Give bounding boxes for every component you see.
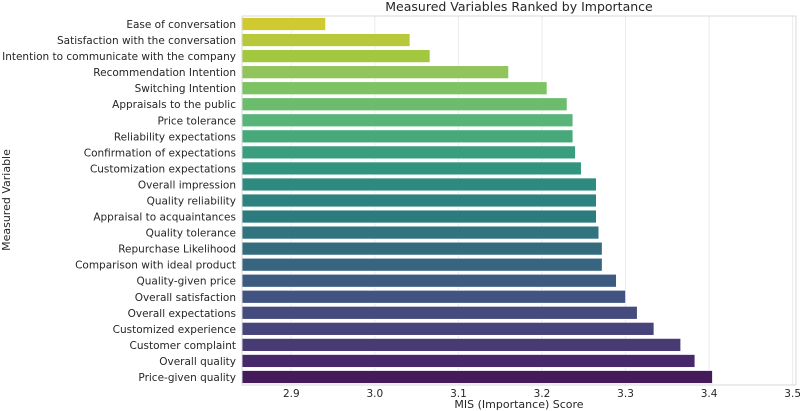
y-tick-label: Overall impression bbox=[138, 179, 236, 191]
bar bbox=[241, 193, 597, 208]
y-axis-label: Measured Variable bbox=[0, 149, 13, 251]
y-tick-label: Price tolerance bbox=[157, 115, 236, 127]
y-tick-label: Price-given quality bbox=[138, 372, 236, 384]
x-tick-label: 3.0 bbox=[367, 388, 384, 400]
y-tick-label: Confirmation of expectations bbox=[84, 147, 236, 159]
y-tick-label: Customized experience bbox=[113, 324, 236, 336]
y-tick-label: Overall satisfaction bbox=[135, 292, 236, 304]
bar bbox=[241, 257, 603, 272]
y-tick-label: Customization expectations bbox=[90, 163, 236, 175]
y-tick-label: Switching Intention bbox=[135, 83, 236, 95]
y-tick-label: Intention to communicate with the compan… bbox=[2, 51, 236, 63]
bar bbox=[241, 322, 655, 336]
x-tick-label: 3.3 bbox=[617, 388, 634, 400]
x-tick-label: 3.2 bbox=[534, 388, 551, 400]
x-tick-label: 3.5 bbox=[784, 388, 800, 400]
bar bbox=[241, 65, 509, 79]
x-tick-label: 3.4 bbox=[701, 388, 718, 400]
bar bbox=[241, 209, 597, 224]
x-tick-labels: 2.9 3.0 3.1 3.2 3.3 3.4 3.5 bbox=[283, 388, 800, 400]
bars bbox=[241, 17, 713, 384]
bar bbox=[241, 241, 603, 256]
bar bbox=[241, 113, 574, 128]
bar bbox=[241, 290, 626, 304]
chart-title: Measured Variables Ranked by Importance bbox=[385, 0, 653, 14]
bar bbox=[241, 338, 681, 352]
y-tick-label: Appraisal to acquaintances bbox=[93, 212, 236, 224]
y-tick-label: Comparison with ideal product bbox=[75, 260, 236, 272]
bar bbox=[241, 129, 574, 144]
y-tick-label: Quality-given price bbox=[136, 276, 236, 288]
bar bbox=[241, 306, 638, 320]
y-tick-label: Overall quality bbox=[159, 356, 236, 368]
y-tick-label: Overall expectations bbox=[128, 308, 236, 320]
x-tick-label: 3.1 bbox=[450, 388, 467, 400]
bar bbox=[241, 145, 576, 160]
bar bbox=[241, 177, 597, 192]
x-tick-label: 2.9 bbox=[283, 388, 300, 400]
bar bbox=[241, 354, 696, 368]
x-axis-label: MIS (Importance) Score bbox=[454, 398, 583, 411]
y-tick-label: Customer complaint bbox=[130, 340, 236, 352]
bar bbox=[241, 273, 617, 288]
y-tick-label: Quality reliability bbox=[147, 196, 236, 208]
y-tick-label: Recommendation Intention bbox=[93, 67, 236, 79]
bar bbox=[241, 17, 326, 31]
bar bbox=[241, 161, 582, 176]
plot-frame bbox=[241, 15, 797, 386]
bar bbox=[241, 81, 548, 95]
bar bbox=[241, 33, 411, 47]
bar bbox=[241, 370, 713, 384]
bar bbox=[241, 97, 568, 111]
y-tick-label: Ease of conversation bbox=[126, 19, 236, 31]
bar bbox=[241, 49, 431, 63]
y-tick-label: Appraisals to the public bbox=[112, 99, 236, 111]
y-tick-labels: Ease of conversation Satisfaction with th… bbox=[2, 19, 236, 384]
y-tick-label: Repurchase Likelihood bbox=[118, 244, 236, 256]
y-tick-label: Reliability expectations bbox=[114, 131, 236, 143]
y-tick-label: Quality tolerance bbox=[146, 228, 236, 240]
bar bbox=[241, 225, 600, 240]
y-tick-label: Satisfaction with the conversation bbox=[57, 35, 236, 47]
